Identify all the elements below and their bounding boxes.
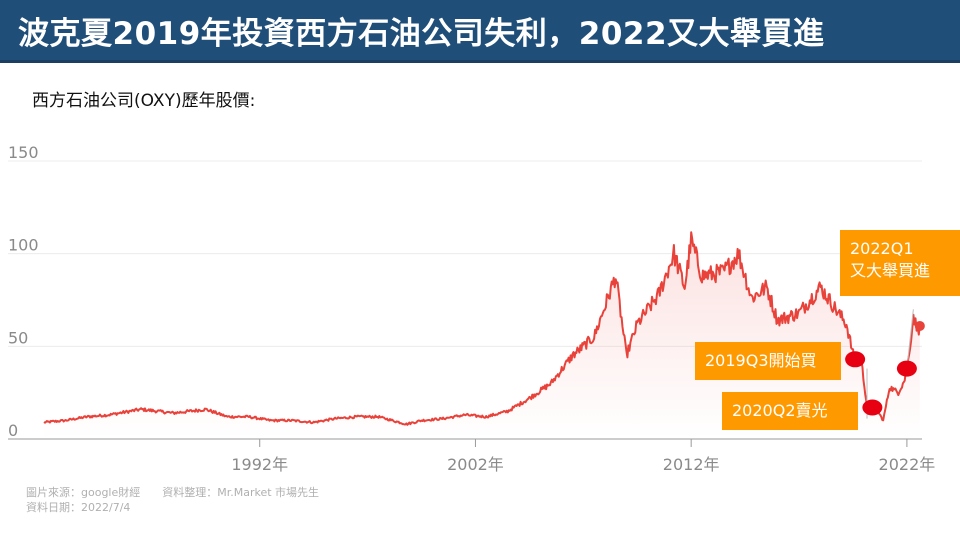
callout-buy-text: 2019Q3開始買 [705, 351, 817, 370]
y-tick-label: 100 [8, 236, 39, 255]
callout-2019q3-buy: 2019Q3開始買 [695, 342, 841, 380]
title-bar: 波克夏2019年投資西方石油公司失利，2022又大舉買進 [0, 0, 960, 63]
y-tick-label: 0 [8, 421, 18, 440]
x-tick-label: 2012年 [663, 455, 720, 474]
x-tick-label: 2002年 [447, 455, 504, 474]
y-tick-label: 50 [8, 328, 28, 347]
slide-title: 波克夏2019年投資西方石油公司失利，2022又大舉買進 [18, 16, 825, 52]
price-area-fill [44, 232, 920, 439]
callout-leader-line [906, 309, 914, 369]
x-tick-label: 2022年 [879, 455, 936, 474]
x-tick-label: 1992年 [231, 455, 288, 474]
footer-source: 圖片來源：google財經 資料整理：Mr.Market 市場先生 [26, 486, 320, 499]
price-line-oxy [43, 231, 921, 426]
last-price-point [914, 320, 925, 331]
y-tick-label: 150 [8, 143, 39, 162]
callout-rebuy-line2: 又大舉買進 [850, 261, 931, 280]
callout-rebuy-line1: 2022Q1 [850, 239, 914, 258]
trade-marker-2 [862, 399, 883, 416]
trade-marker-3 [896, 360, 917, 377]
footer-notes: 圖片來源：google財經 資料整理：Mr.Market 市場先生 資料日期：2… [26, 485, 319, 515]
callout-2022q1-rebuy: 2022Q1 又大舉買進 [840, 230, 960, 296]
callout-sell-text: 2020Q2賣光 [732, 401, 828, 420]
trade-marker-1 [845, 351, 866, 368]
chart-subtitle: 西方石油公司(OXY)歷年股價: [32, 91, 256, 111]
footer-date: 資料日期：2022/7/4 [26, 501, 131, 514]
callout-2020q2-sell: 2020Q2賣光 [722, 392, 858, 430]
